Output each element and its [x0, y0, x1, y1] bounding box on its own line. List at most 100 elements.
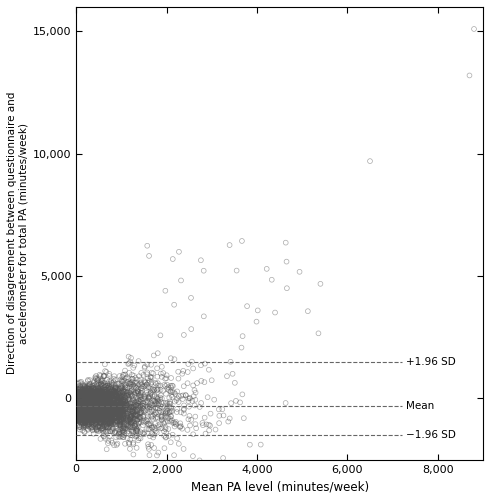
Point: [185, 416, 193, 424]
Point: [73, 406, 80, 413]
Point: [144, 403, 151, 411]
Point: [105, 397, 113, 405]
Point: [77, 400, 85, 408]
Point: [86, 392, 94, 400]
Point: [96, 386, 103, 394]
Point: [91, 397, 98, 405]
Point: [120, 394, 127, 402]
Point: [91, 395, 99, 403]
Point: [77, 418, 85, 426]
Point: [83, 387, 91, 395]
Point: [150, 396, 158, 404]
Point: [91, 416, 98, 424]
Point: [140, 417, 147, 425]
Point: [135, 357, 143, 365]
Point: [107, 407, 115, 415]
Point: [77, 400, 85, 408]
Point: [107, 405, 115, 413]
Point: [94, 386, 101, 394]
Point: [141, 362, 149, 370]
Point: [76, 408, 84, 416]
Point: [96, 395, 104, 403]
Point: [101, 434, 109, 442]
Point: [79, 408, 87, 416]
Point: [103, 412, 111, 420]
Point: [77, 408, 85, 416]
Point: [74, 390, 82, 398]
Point: [182, 392, 190, 400]
Point: [90, 408, 98, 416]
Point: [87, 402, 95, 409]
Point: [91, 408, 98, 416]
Point: [87, 388, 95, 396]
Point: [84, 384, 92, 392]
Point: [73, 400, 81, 407]
Point: [117, 415, 125, 423]
Point: [80, 394, 88, 402]
Point: [105, 423, 113, 431]
Point: [89, 403, 97, 411]
Point: [83, 401, 91, 409]
Point: [122, 374, 130, 382]
Point: [92, 405, 99, 413]
Point: [180, 331, 188, 339]
Point: [73, 406, 81, 414]
Point: [100, 400, 108, 408]
Point: [91, 423, 99, 431]
Point: [114, 399, 122, 407]
Point: [94, 376, 101, 384]
Point: [101, 393, 109, 401]
Point: [162, 399, 170, 407]
Point: [84, 391, 92, 399]
Point: [93, 406, 100, 414]
Point: [79, 392, 87, 400]
Point: [185, 402, 193, 410]
Point: [80, 393, 88, 401]
Point: [103, 398, 111, 406]
Point: [97, 398, 105, 406]
Point: [78, 405, 86, 413]
Point: [106, 397, 114, 405]
Point: [85, 396, 93, 404]
Point: [92, 409, 99, 417]
Point: [95, 427, 102, 435]
Point: [74, 396, 82, 404]
Point: [80, 382, 88, 390]
Point: [231, 462, 239, 469]
Point: [120, 431, 128, 439]
Point: [84, 385, 92, 393]
Point: [109, 410, 117, 418]
Point: [97, 399, 104, 407]
Point: [77, 410, 85, 418]
Point: [145, 420, 153, 428]
Point: [96, 417, 104, 425]
Point: [81, 398, 89, 406]
Point: [91, 412, 98, 420]
Point: [75, 400, 83, 408]
Point: [90, 398, 98, 406]
Point: [115, 390, 123, 398]
Point: [126, 380, 134, 388]
Point: [85, 411, 93, 419]
Point: [104, 419, 112, 427]
Point: [76, 402, 84, 410]
Point: [82, 392, 90, 400]
Point: [80, 412, 88, 420]
Point: [108, 418, 116, 426]
Point: [96, 412, 104, 420]
Point: [97, 408, 104, 416]
Point: [128, 370, 136, 378]
Point: [108, 408, 116, 416]
Point: [73, 393, 80, 401]
Point: [124, 418, 132, 426]
Point: [85, 393, 93, 401]
Point: [80, 393, 88, 401]
Point: [110, 404, 118, 412]
Point: [99, 406, 107, 413]
Point: [73, 390, 80, 398]
Point: [129, 406, 137, 413]
Point: [125, 402, 133, 410]
Point: [102, 408, 110, 416]
Point: [79, 400, 87, 407]
Point: [132, 424, 140, 432]
